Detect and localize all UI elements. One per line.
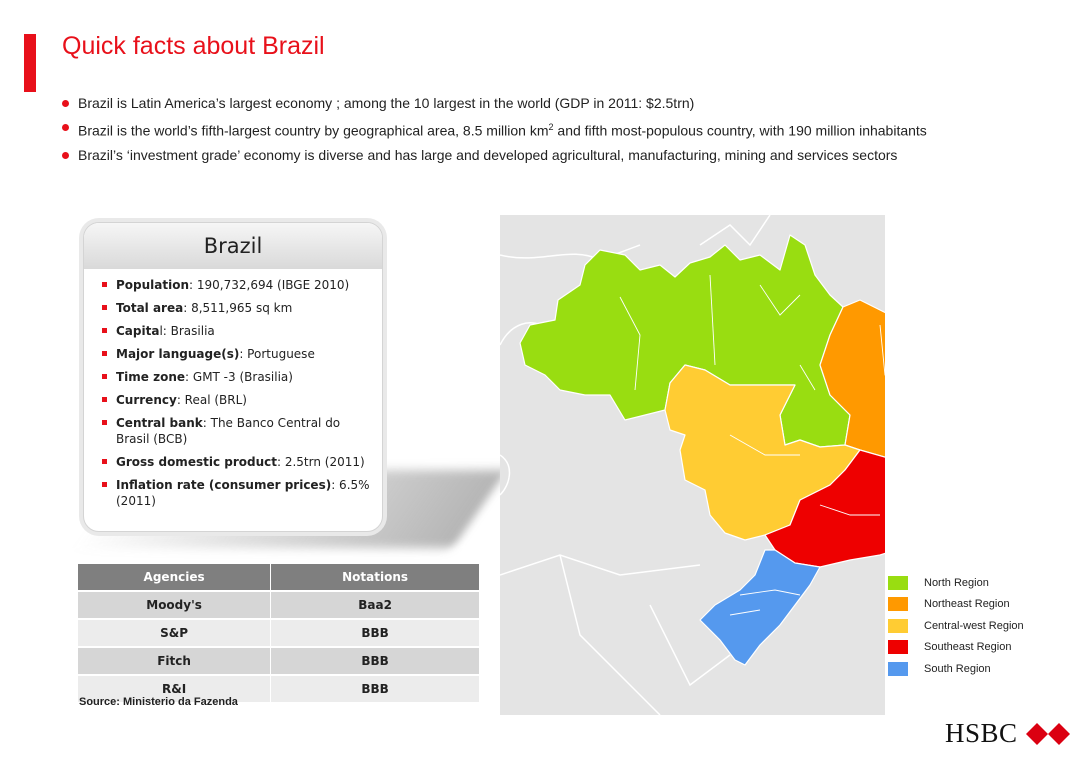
fact-list: Population: 190,732,694 (IBGE 2010) Tota… (84, 277, 382, 509)
agency-cell: Fitch (78, 646, 272, 675)
logo-wordmark: HSBC (945, 718, 1018, 748)
fact-item: Time zone: GMT -3 (Brasilia) (102, 369, 370, 385)
legend-item: Northeast Region (888, 594, 1024, 616)
legend-item: South Region (888, 658, 1024, 680)
table-row: R&I BBB (78, 674, 480, 702)
hexagon-logo-icon (1025, 722, 1070, 745)
legend-item: North Region (888, 572, 1024, 594)
title-accent-bar (24, 34, 36, 92)
south-region (699, 549, 821, 666)
legend-item: Southeast Region (888, 637, 1024, 659)
source-note: Source: Ministerio da Fazenda (79, 696, 238, 708)
fact-item: Currency: Real (BRL) (102, 392, 370, 408)
fact-item: Population: 190,732,694 (IBGE 2010) (102, 277, 370, 293)
bullet-item: Brazil is the world’s fifth-largest coun… (62, 118, 1032, 140)
card-heading: Brazil (84, 223, 382, 269)
legend-swatch (888, 575, 908, 590)
legend-item: Central-west Region (888, 615, 1024, 637)
legend-swatch (888, 597, 908, 612)
fact-item: Gross domestic product: 2.5trn (2011) (102, 454, 370, 470)
legend-swatch (888, 661, 908, 676)
rating-agencies-table: Agencies Notations Moody's Baa2 S&P BBB … (78, 564, 480, 702)
agency-cell: S&P (78, 618, 272, 647)
fact-item: Inflation rate (consumer prices): 6.5% (… (102, 477, 370, 509)
column-header: Notations (270, 564, 480, 591)
notation-cell: BBB (270, 618, 480, 647)
column-header: Agencies (78, 564, 272, 591)
table-row: S&P BBB (78, 618, 480, 647)
brazil-regions-map (500, 215, 885, 715)
hsbc-logo: HSBC (945, 718, 1070, 749)
fact-item: Major language(s): Portuguese (102, 346, 370, 362)
notation-cell: BBB (270, 674, 480, 702)
southeast-region (764, 449, 885, 568)
table-row: Moody's Baa2 (78, 590, 480, 619)
legend-swatch (888, 640, 908, 655)
northeast-region (819, 299, 885, 458)
page-title: Quick facts about Brazil (62, 32, 325, 60)
fact-item: Capital: Brasilia (102, 323, 370, 339)
map-legend: North Region Northeast Region Central-we… (888, 572, 1024, 680)
state-borders (619, 274, 885, 616)
notation-cell: Baa2 (270, 590, 480, 619)
bullet-item: Brazil is Latin America’s largest econom… (62, 94, 1032, 112)
agency-cell: R&I (78, 674, 272, 702)
intro-bullets: Brazil is Latin America’s largest econom… (62, 94, 1032, 170)
fact-item: Total area: 8,511,965 sq km (102, 300, 370, 316)
brazil-fact-card: Brazil Population: 190,732,694 (IBGE 201… (83, 222, 383, 532)
table-row: Fitch BBB (78, 646, 480, 675)
notation-cell: BBB (270, 646, 480, 675)
agency-cell: Moody's (78, 590, 272, 619)
fact-item: Central bank: The Banco Central do Brasi… (102, 415, 370, 447)
bullet-item: Brazil’s ‘investment grade’ economy is d… (62, 146, 1032, 164)
legend-swatch (888, 618, 908, 633)
table-header-row: Agencies Notations (78, 564, 480, 591)
